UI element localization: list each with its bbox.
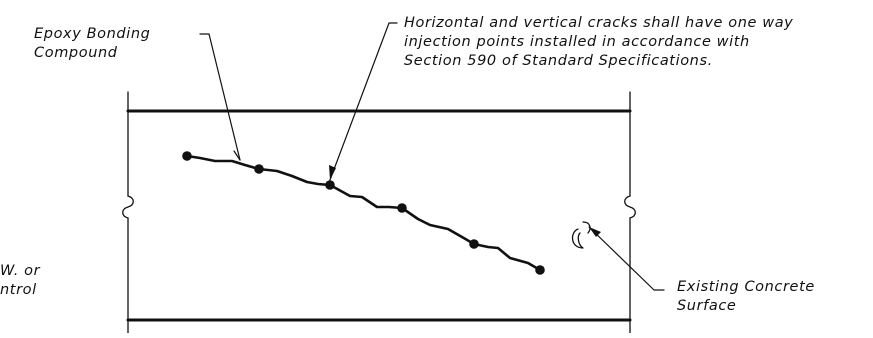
surface-symbol bbox=[571, 221, 591, 249]
injection-point bbox=[325, 180, 335, 190]
cracks-leader-arrowhead bbox=[329, 165, 336, 180]
epoxy-leader-line bbox=[199, 33, 241, 161]
injection-point bbox=[397, 203, 407, 213]
partial-left-line-1: W. or bbox=[0, 263, 41, 279]
surface-label: Existing Concrete Surface bbox=[677, 278, 815, 316]
cracks-note-line-2: injection points installed in accordance… bbox=[404, 34, 750, 50]
right-break-line bbox=[624, 91, 636, 334]
epoxy-label: Epoxy Bonding Compound bbox=[34, 25, 150, 63]
injection-point bbox=[535, 265, 545, 275]
surface-label-line-1: Existing Concrete bbox=[677, 279, 815, 295]
epoxy-label-line-1: Epoxy Bonding bbox=[34, 26, 151, 42]
cracks-note-line-1: Horizontal and vertical cracks shall hav… bbox=[404, 15, 794, 31]
partial-left-line-2: ntrol bbox=[0, 282, 37, 298]
injection-point bbox=[469, 239, 479, 249]
left-break-line bbox=[122, 91, 134, 334]
cracks-note-line-3: Section 590 of Standard Specifications. bbox=[404, 53, 713, 69]
cracks-leader-line bbox=[329, 22, 398, 181]
injection-point bbox=[182, 151, 192, 161]
epoxy-leader-arrowhead bbox=[233, 150, 241, 161]
surface-label-line-2: Surface bbox=[677, 298, 737, 314]
surface-leader-arrowhead bbox=[589, 227, 601, 237]
epoxy-label-line-2: Compound bbox=[34, 45, 118, 61]
injection-points bbox=[182, 151, 545, 275]
injection-point bbox=[254, 164, 264, 174]
partial-left-label: W. or ntrol bbox=[0, 262, 40, 300]
surface-leader-line bbox=[588, 226, 665, 291]
cracks-note: Horizontal and vertical cracks shall hav… bbox=[404, 14, 793, 71]
crack-line bbox=[185, 154, 542, 272]
